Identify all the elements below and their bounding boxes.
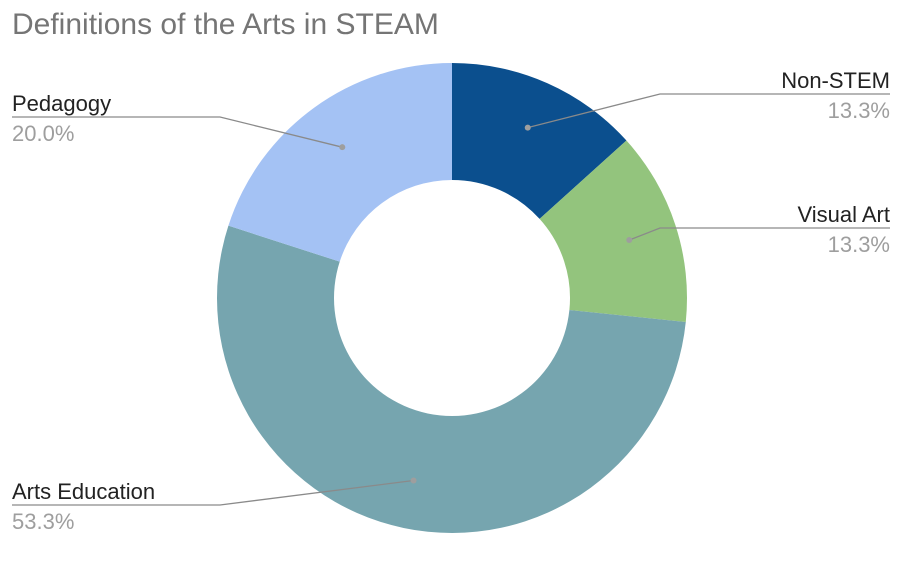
slice-label-arts-education: Arts Education <box>12 479 155 504</box>
leader-line-pedagogy <box>12 116 343 148</box>
slice-label-pedagogy: Pedagogy <box>12 91 111 116</box>
slice-percent-visual-art: 13.3% <box>828 232 890 257</box>
slice-label-non-stem: Non-STEM <box>781 68 890 93</box>
slice-visual-art <box>539 140 687 322</box>
chart-title: Definitions of the Arts in STEAM <box>12 8 439 41</box>
slice-percent-pedagogy: 20.0% <box>12 121 74 146</box>
slice-percent-arts-education: 53.3% <box>12 509 74 534</box>
leader-line-arts-education <box>12 479 414 506</box>
slice-non-stem <box>452 63 627 219</box>
leader-dot-arts-education <box>410 477 417 484</box>
slice-label-visual-art: Visual Art <box>797 202 890 227</box>
slice-percent-non-stem: 13.3% <box>828 98 890 123</box>
leader-dot-visual-art <box>626 237 633 244</box>
leader-dot-non-stem <box>524 124 531 131</box>
slice-pedagogy <box>228 63 452 262</box>
leader-line-visual-art <box>629 227 890 241</box>
slice-arts-education <box>216 225 686 534</box>
leader-dot-pedagogy <box>339 144 346 151</box>
leader-line-non-stem <box>527 93 890 129</box>
